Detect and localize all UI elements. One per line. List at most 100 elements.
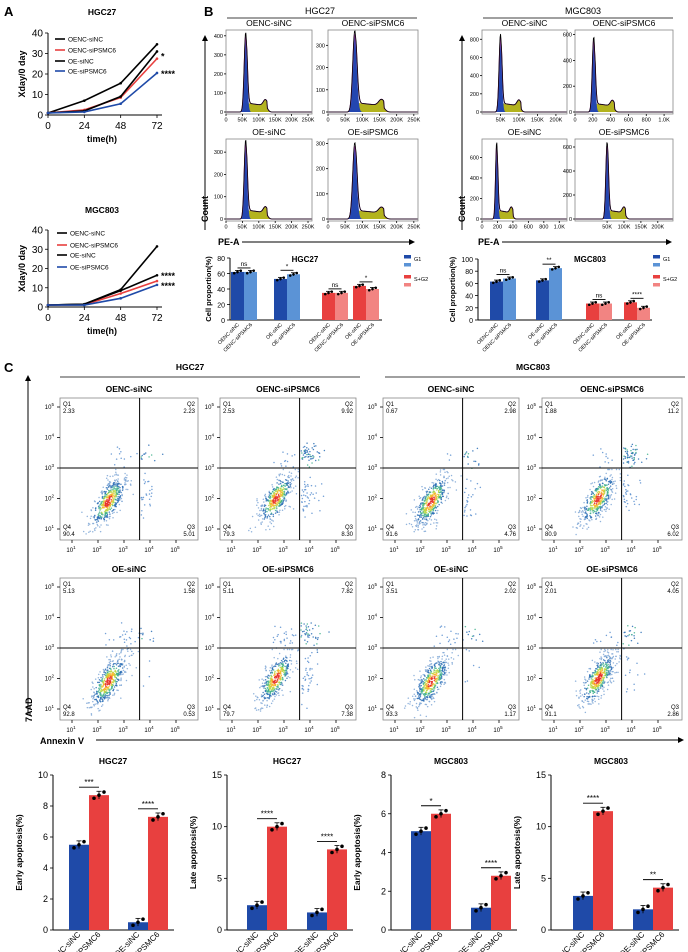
event-point xyxy=(429,515,432,518)
replicate-point xyxy=(343,290,347,293)
event-point xyxy=(120,491,122,494)
event-point xyxy=(611,490,613,492)
flow-plot-frame xyxy=(59,397,199,541)
event-point xyxy=(286,672,288,674)
event-point xyxy=(121,634,124,636)
event-point xyxy=(118,503,121,506)
event-point xyxy=(423,684,426,687)
event-point xyxy=(420,516,423,518)
event-point xyxy=(106,677,109,680)
event-point xyxy=(284,679,287,682)
x-tick-label: 200K xyxy=(390,118,403,124)
event-point xyxy=(611,656,614,659)
event-point xyxy=(314,624,317,626)
event-point xyxy=(308,634,311,636)
event-point xyxy=(263,501,265,503)
event-point xyxy=(115,655,118,657)
replicate-point xyxy=(499,873,503,878)
y-tick-label: 102 xyxy=(368,674,378,683)
event-point xyxy=(454,648,457,651)
event-point xyxy=(600,683,602,686)
event-point xyxy=(436,479,439,482)
replicate-point xyxy=(419,829,423,833)
event-point xyxy=(598,703,600,705)
event-point xyxy=(591,502,593,504)
event-point xyxy=(599,668,602,671)
data-point xyxy=(155,283,159,287)
event-point xyxy=(116,685,118,687)
event-point xyxy=(631,457,633,459)
event-point xyxy=(306,483,309,486)
y-tick-label: 0 xyxy=(569,217,572,223)
event-point xyxy=(604,666,607,668)
y-tick-label: 2 xyxy=(381,886,386,896)
event-point xyxy=(270,492,273,495)
event-point xyxy=(268,686,270,688)
event-point xyxy=(419,694,421,697)
event-point xyxy=(261,707,264,710)
event-point xyxy=(108,689,110,691)
replicate-point xyxy=(136,920,140,925)
event-point xyxy=(434,518,436,520)
event-point xyxy=(428,667,431,670)
event-point xyxy=(432,683,435,685)
s-phase-area xyxy=(575,206,673,219)
event-point xyxy=(130,643,132,645)
event-point xyxy=(304,657,307,660)
significance-label: **** xyxy=(485,859,497,868)
event-point xyxy=(307,453,310,455)
event-point xyxy=(285,499,288,501)
event-point xyxy=(625,490,628,492)
x-tick-label: 50K xyxy=(340,118,350,124)
event-point xyxy=(113,686,116,688)
event-point xyxy=(420,684,422,687)
event-point xyxy=(312,493,314,495)
event-point xyxy=(95,527,97,529)
event-point xyxy=(258,515,261,517)
event-point xyxy=(262,694,264,697)
event-point xyxy=(106,516,108,518)
event-point xyxy=(639,479,641,482)
event-point xyxy=(623,480,626,482)
event-point xyxy=(431,497,434,499)
event-point xyxy=(267,525,269,527)
event-point xyxy=(276,678,279,681)
event-point xyxy=(117,497,119,500)
event-point xyxy=(313,644,315,646)
event-point xyxy=(109,475,111,478)
replicate-point xyxy=(601,809,605,813)
bar xyxy=(411,831,431,930)
event-point xyxy=(604,650,607,652)
event-point xyxy=(577,511,580,514)
event-point xyxy=(287,475,289,478)
event-point xyxy=(408,522,411,525)
event-point xyxy=(306,451,309,453)
event-point xyxy=(306,449,308,452)
x-tick-label: 200 xyxy=(493,225,502,231)
event-point xyxy=(109,679,112,682)
event-point xyxy=(105,477,108,480)
event-point xyxy=(466,503,468,506)
event-point xyxy=(591,695,594,698)
event-point xyxy=(290,475,292,477)
event-point xyxy=(416,514,419,516)
event-point xyxy=(269,683,271,686)
event-point xyxy=(117,480,119,482)
event-point xyxy=(103,679,106,682)
bar xyxy=(366,289,379,320)
event-point xyxy=(269,496,272,499)
replicate-point xyxy=(239,269,243,273)
event-point xyxy=(579,692,582,694)
event-point xyxy=(141,498,143,501)
event-point xyxy=(120,650,122,653)
event-point xyxy=(585,679,587,681)
event-point xyxy=(106,683,109,686)
event-point xyxy=(447,486,449,489)
event-point xyxy=(407,697,410,699)
event-point xyxy=(585,507,588,510)
event-point xyxy=(263,518,266,520)
event-point xyxy=(278,689,280,691)
y-tick-label: 8 xyxy=(381,770,386,780)
replicate-point xyxy=(661,885,665,890)
flow-plot-frame xyxy=(382,577,520,721)
